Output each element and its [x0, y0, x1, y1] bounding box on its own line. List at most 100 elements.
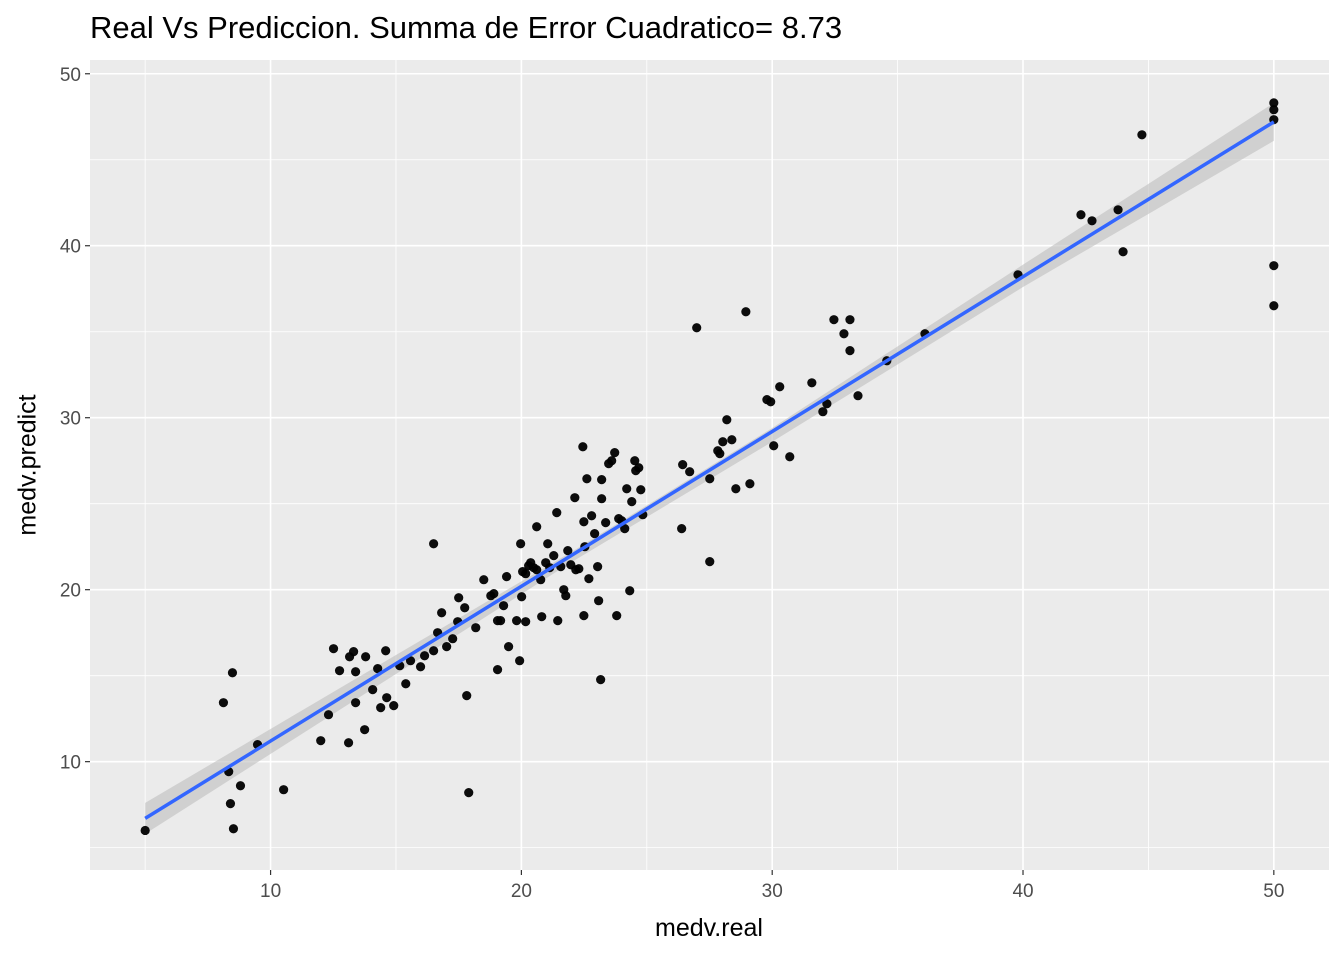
- data-point: [582, 474, 592, 484]
- data-point: [489, 589, 499, 599]
- data-point: [429, 646, 439, 656]
- data-point: [685, 467, 695, 477]
- data-point: [462, 691, 472, 701]
- data-point: [479, 575, 489, 585]
- data-point: [429, 539, 439, 549]
- data-point: [584, 574, 594, 584]
- data-point: [594, 596, 604, 606]
- data-point: [853, 391, 863, 401]
- y-tick-label: 30: [60, 409, 81, 430]
- data-point: [636, 485, 646, 495]
- data-point: [368, 684, 378, 695]
- data-point: [578, 442, 588, 452]
- data-point: [597, 494, 607, 504]
- data-point: [543, 539, 553, 549]
- data-points: [140, 98, 1279, 836]
- data-point: [705, 557, 715, 567]
- data-point: [745, 479, 755, 489]
- data-point: [228, 824, 239, 834]
- x-tick-label: 50: [1263, 881, 1284, 902]
- data-point: [537, 612, 547, 622]
- data-point: [218, 698, 229, 708]
- data-point: [561, 591, 571, 601]
- data-point: [405, 656, 416, 666]
- data-point: [401, 679, 411, 689]
- data-point: [1087, 216, 1097, 226]
- data-point: [630, 456, 640, 466]
- data-point: [839, 329, 849, 339]
- x-tick-label: 30: [762, 881, 783, 902]
- data-point: [225, 799, 236, 809]
- data-point: [731, 484, 741, 494]
- data-point: [590, 529, 600, 539]
- data-point: [822, 399, 832, 409]
- data-point: [328, 644, 339, 654]
- data-point: [715, 449, 725, 459]
- data-point: [498, 601, 509, 611]
- data-point: [512, 616, 522, 626]
- data-point: [634, 463, 644, 473]
- x-axis-label: medv.real: [655, 914, 763, 942]
- data-point: [597, 475, 607, 485]
- data-point: [549, 551, 559, 561]
- data-point: [351, 667, 361, 677]
- data-point: [464, 788, 474, 798]
- data-point: [587, 511, 597, 521]
- data-point: [705, 474, 715, 484]
- data-point: [829, 315, 839, 325]
- data-point: [532, 565, 542, 575]
- data-point: [516, 539, 526, 549]
- data-point: [279, 785, 289, 795]
- x-tick-label: 20: [511, 881, 532, 902]
- data-point: [323, 710, 334, 720]
- data-point: [1113, 205, 1123, 215]
- data-point: [1118, 247, 1128, 257]
- data-point: [775, 382, 785, 392]
- data-point: [718, 437, 728, 447]
- data-point: [1269, 98, 1279, 108]
- data-point: [741, 307, 751, 317]
- data-point: [460, 603, 470, 613]
- data-point: [678, 460, 688, 470]
- data-point: [442, 642, 452, 652]
- data-point: [722, 415, 732, 425]
- data-point: [360, 725, 370, 735]
- data-point: [1269, 261, 1279, 271]
- data-point: [1076, 210, 1086, 220]
- data-point: [1269, 105, 1279, 115]
- data-point: [627, 497, 637, 507]
- data-point: [351, 698, 361, 708]
- y-tick-label: 10: [60, 753, 81, 774]
- chart-title: Real Vs Prediccion. Summa de Error Cuadr…: [90, 10, 843, 45]
- data-point: [515, 656, 525, 666]
- data-point: [373, 664, 383, 674]
- data-point: [845, 315, 855, 325]
- data-point: [570, 493, 580, 503]
- data-point: [521, 569, 531, 579]
- data-point: [517, 592, 527, 602]
- data-point: [389, 700, 399, 711]
- fit-line-group: [144, 120, 1275, 820]
- x-tick-label: 10: [260, 881, 281, 902]
- data-point: [552, 508, 562, 518]
- data-point: [692, 323, 702, 333]
- data-point: [1269, 301, 1279, 311]
- grid-lines: [90, 60, 1329, 870]
- data-point: [471, 623, 481, 633]
- data-point: [381, 646, 391, 656]
- data-point: [140, 825, 150, 836]
- data-point: [610, 448, 620, 458]
- data-point: [349, 646, 359, 657]
- data-point: [579, 517, 589, 527]
- data-point: [766, 397, 776, 407]
- data-point: [818, 407, 828, 417]
- y-tick-label: 40: [60, 237, 81, 258]
- data-point: [532, 522, 542, 532]
- data-point: [501, 572, 512, 582]
- data-point: [454, 593, 464, 603]
- data-point: [785, 452, 795, 462]
- data-point: [620, 524, 630, 534]
- data-point: [727, 435, 737, 445]
- data-point: [596, 675, 606, 685]
